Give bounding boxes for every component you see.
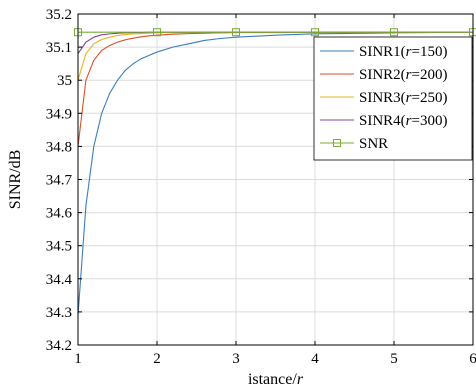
x-axis-label-text: istance/ xyxy=(248,371,297,388)
x-tick-label: 3 xyxy=(232,351,240,367)
x-tick-label: 6 xyxy=(469,351,476,367)
x-tick-label: 1 xyxy=(74,351,82,367)
x-axis-label-italic: r xyxy=(297,371,304,388)
y-tick-label: 35.1 xyxy=(46,40,72,56)
x-tick-label: 4 xyxy=(311,351,319,367)
y-axis-label: SINR/dB xyxy=(7,150,24,210)
series-lines xyxy=(74,28,476,316)
y-tick-label: 34.4 xyxy=(46,272,73,288)
y-tick-label: 34.3 xyxy=(46,305,72,321)
snr-marker xyxy=(311,28,319,37)
snr-marker xyxy=(232,28,240,37)
legend-label: SINR2(r=200) xyxy=(359,67,447,83)
y-tick-label: 35.2 xyxy=(46,7,72,23)
legend-marker xyxy=(333,139,341,147)
y-tick-label: 34.2 xyxy=(46,338,72,354)
snr-marker xyxy=(390,28,398,37)
legend-label: SINR4(r=300) xyxy=(359,113,447,129)
x-tick-label: 2 xyxy=(153,351,161,367)
snr-marker xyxy=(153,28,161,37)
axis-ticks: 1 2 3 4 5 6 34.2 34.3 34.4 34.5 34.6 34.7 34.8 34.9 35… xyxy=(46,7,476,367)
y-tick-label: 34.9 xyxy=(46,106,72,122)
legend-label: SNR xyxy=(359,136,388,152)
y-tick-label: 34.6 xyxy=(46,206,73,222)
legend: SINR1(r=150) SINR2(r=200) SINR3(r=250) SINR… xyxy=(313,36,473,161)
legend-label: SINR1(r=150) xyxy=(359,44,447,60)
y-tick-label: 34.8 xyxy=(46,139,72,155)
y-tick-label: 34.5 xyxy=(46,239,72,255)
legend-label: SINR3(r=250) xyxy=(359,90,447,106)
series-line-1 xyxy=(77,31,474,316)
x-tick-label: 5 xyxy=(390,351,398,367)
x-axis-label: istance/r xyxy=(248,371,304,388)
y-tick-label: 34.7 xyxy=(46,173,73,189)
y-tick-label: 35 xyxy=(57,73,72,89)
